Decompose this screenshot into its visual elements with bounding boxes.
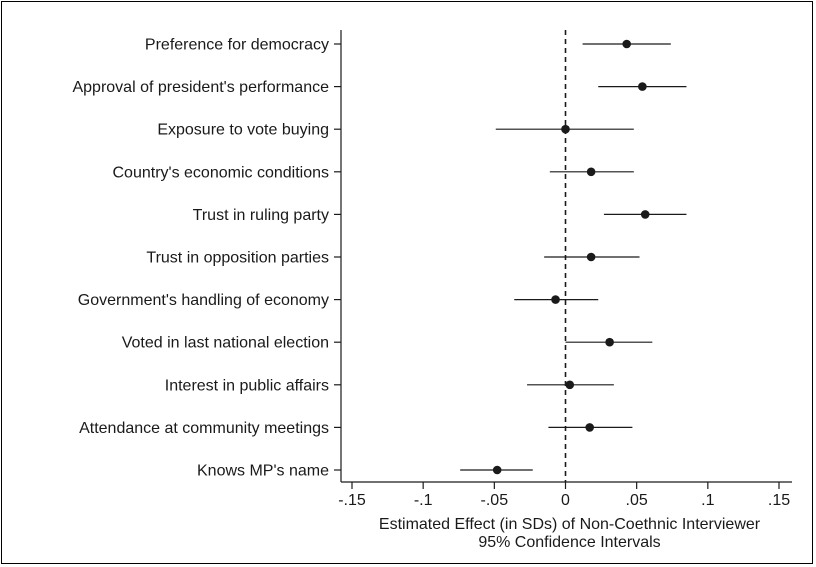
y-tick-label: Preference for democracy (145, 37, 329, 54)
point-estimate (640, 210, 650, 219)
x-tick-label: .1 (701, 492, 714, 509)
y-tick-label: Country's economic conditions (113, 164, 330, 181)
y-tick-label: Exposure to vote buying (157, 122, 329, 139)
x-tick-label: .05 (626, 492, 648, 509)
point-estimate (561, 124, 570, 134)
y-tick-label: Trust in opposition parties (146, 250, 329, 267)
y-tick-label: Interest in public affairs (165, 377, 329, 394)
point-estimate (585, 423, 594, 432)
point-estimate (586, 167, 596, 177)
point-estimate (586, 252, 596, 262)
y-tick-label: Knows MP's name (197, 463, 329, 480)
point-estimate (551, 295, 560, 304)
y-tick-label: Attendance at community meetings (79, 420, 329, 437)
x-tick-label: .15 (768, 492, 790, 509)
x-tick-label: 0 (561, 492, 570, 509)
point-estimate (492, 465, 502, 475)
point-estimate (638, 82, 647, 91)
x-tick-label: -.1 (414, 492, 433, 509)
y-tick-label: Approval of president's performance (72, 79, 329, 96)
x-axis-subtitle: 95% Confidence Intervals (478, 534, 660, 551)
point-estimate (565, 380, 575, 390)
y-tick-label: Trust in ruling party (193, 207, 329, 224)
x-tick-label: -.15 (338, 492, 366, 509)
point-estimate (605, 337, 614, 347)
y-tick-label: Voted in last national election (122, 335, 329, 352)
x-axis-title: Estimated Effect (in SDs) of Non-Coethni… (379, 516, 761, 533)
point-estimate (622, 39, 632, 49)
x-tick-label: -.05 (481, 492, 509, 509)
y-tick-label: Government's handling of economy (78, 292, 329, 309)
